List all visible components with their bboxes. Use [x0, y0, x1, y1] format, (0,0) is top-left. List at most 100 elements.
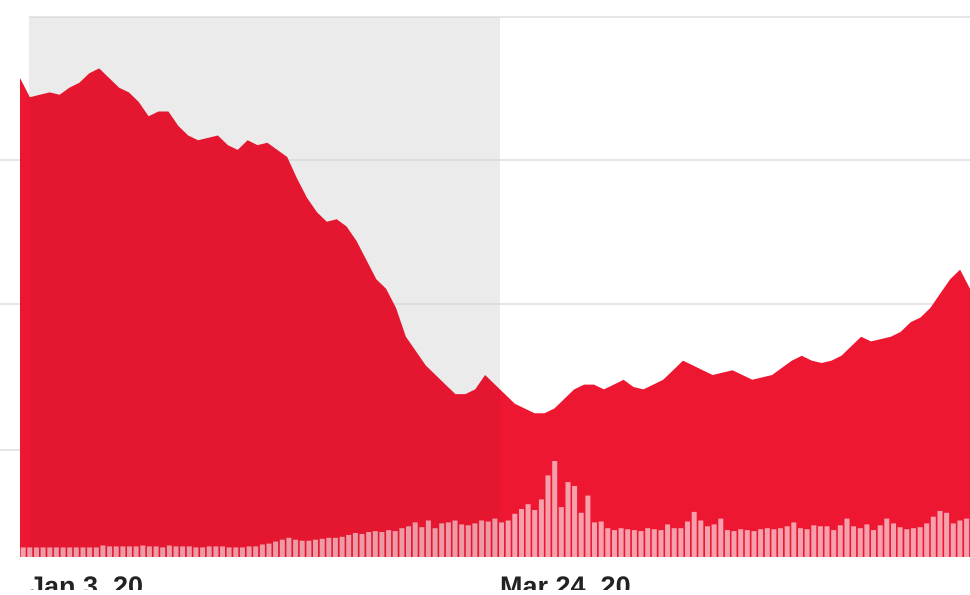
volume-bar	[120, 546, 126, 557]
volume-bar	[964, 518, 970, 557]
volume-bar	[226, 547, 232, 557]
volume-bar	[386, 530, 392, 557]
volume-bar	[399, 528, 405, 557]
volume-bar	[173, 546, 179, 557]
volume-bar	[53, 547, 59, 557]
volume-bar	[665, 524, 671, 557]
volume-bar	[27, 547, 33, 557]
volume-bar	[751, 531, 757, 557]
volume-bar	[452, 520, 458, 557]
volume-bar	[406, 526, 411, 557]
volume-bar	[532, 510, 538, 557]
volume-bar	[817, 526, 823, 557]
volume-bar	[864, 524, 870, 557]
volume-bar	[724, 530, 730, 557]
volume-bar	[372, 531, 378, 557]
volume-bar	[957, 520, 963, 557]
volume-bar	[319, 538, 325, 557]
volume-bar	[884, 518, 890, 557]
volume-bar	[67, 547, 73, 557]
volume-bar	[20, 547, 26, 557]
volume-bar	[465, 525, 471, 557]
volume-bar	[944, 512, 950, 557]
volume-bar	[585, 495, 591, 557]
volume-bar	[200, 547, 206, 557]
volume-bar	[425, 520, 431, 557]
volume-bar	[605, 528, 611, 557]
volume-bar	[253, 546, 259, 557]
volume-bar	[40, 547, 46, 557]
volume-bar	[419, 527, 425, 557]
volume-bar	[612, 530, 617, 557]
volume-bar	[658, 530, 664, 557]
volume-bar	[857, 528, 863, 557]
volume-bar	[153, 546, 159, 557]
volume-bar	[831, 530, 837, 557]
volume-bar	[718, 518, 724, 557]
volume-bar	[891, 523, 896, 557]
volume-bar	[545, 475, 551, 557]
volume-bar	[160, 547, 166, 557]
volume-bar	[592, 522, 597, 557]
volume-bar	[758, 529, 764, 557]
volume-bar	[791, 522, 797, 557]
volume-bar	[60, 547, 66, 557]
volume-bar	[206, 546, 212, 557]
volume-bar	[618, 528, 624, 557]
volume-bar	[924, 523, 930, 557]
volume-bar	[80, 547, 86, 557]
volume-bar	[705, 526, 710, 557]
volume-bar	[140, 545, 146, 557]
volume-bar	[313, 539, 318, 557]
volume-bar	[366, 532, 372, 557]
volume-bar	[930, 516, 936, 557]
volume-bar	[625, 529, 631, 557]
volume-bar	[259, 544, 265, 557]
volume-bar	[472, 523, 478, 557]
volume-bar	[671, 528, 677, 557]
volume-bar	[246, 546, 252, 557]
volume-bar	[326, 537, 332, 557]
volume-bar	[711, 524, 717, 557]
volume-bar	[877, 525, 883, 557]
volume-bar	[937, 510, 943, 557]
volume-bars	[20, 461, 970, 557]
volume-bar	[445, 522, 451, 557]
volume-bar	[93, 547, 99, 557]
volume-bar	[499, 522, 504, 557]
volume-bar	[778, 528, 783, 557]
volume-bar	[512, 513, 518, 557]
volume-bar	[213, 546, 219, 557]
volume-bar	[293, 539, 299, 557]
volume-bar	[273, 541, 279, 557]
volume-bar	[764, 528, 770, 557]
volume-bar	[731, 531, 737, 557]
volume-bar	[784, 526, 790, 557]
volume-bar	[100, 545, 106, 557]
volume-bar	[47, 547, 53, 557]
volume-bar	[412, 522, 418, 557]
volume-bar	[266, 543, 272, 557]
price-area-series	[20, 68, 970, 558]
volume-bar	[897, 527, 903, 557]
volume-bar	[492, 518, 498, 557]
volume-bar	[691, 511, 697, 557]
volume-bar	[572, 486, 578, 557]
volume-bar	[744, 530, 750, 557]
volume-bar	[166, 545, 172, 557]
volume-bar	[279, 539, 285, 557]
volume-bar	[578, 512, 584, 557]
volume-bar	[193, 547, 199, 557]
volume-bar	[598, 521, 604, 557]
x-tick-label: Mar 24, 20	[500, 571, 631, 590]
volume-bar	[631, 530, 637, 557]
volume-bar	[638, 531, 644, 557]
volume-bar	[558, 507, 564, 557]
volume-bar	[798, 528, 803, 557]
volume-bar	[359, 534, 365, 557]
volume-bar	[306, 540, 312, 557]
volume-bar	[645, 528, 651, 557]
volume-bar	[439, 523, 445, 557]
